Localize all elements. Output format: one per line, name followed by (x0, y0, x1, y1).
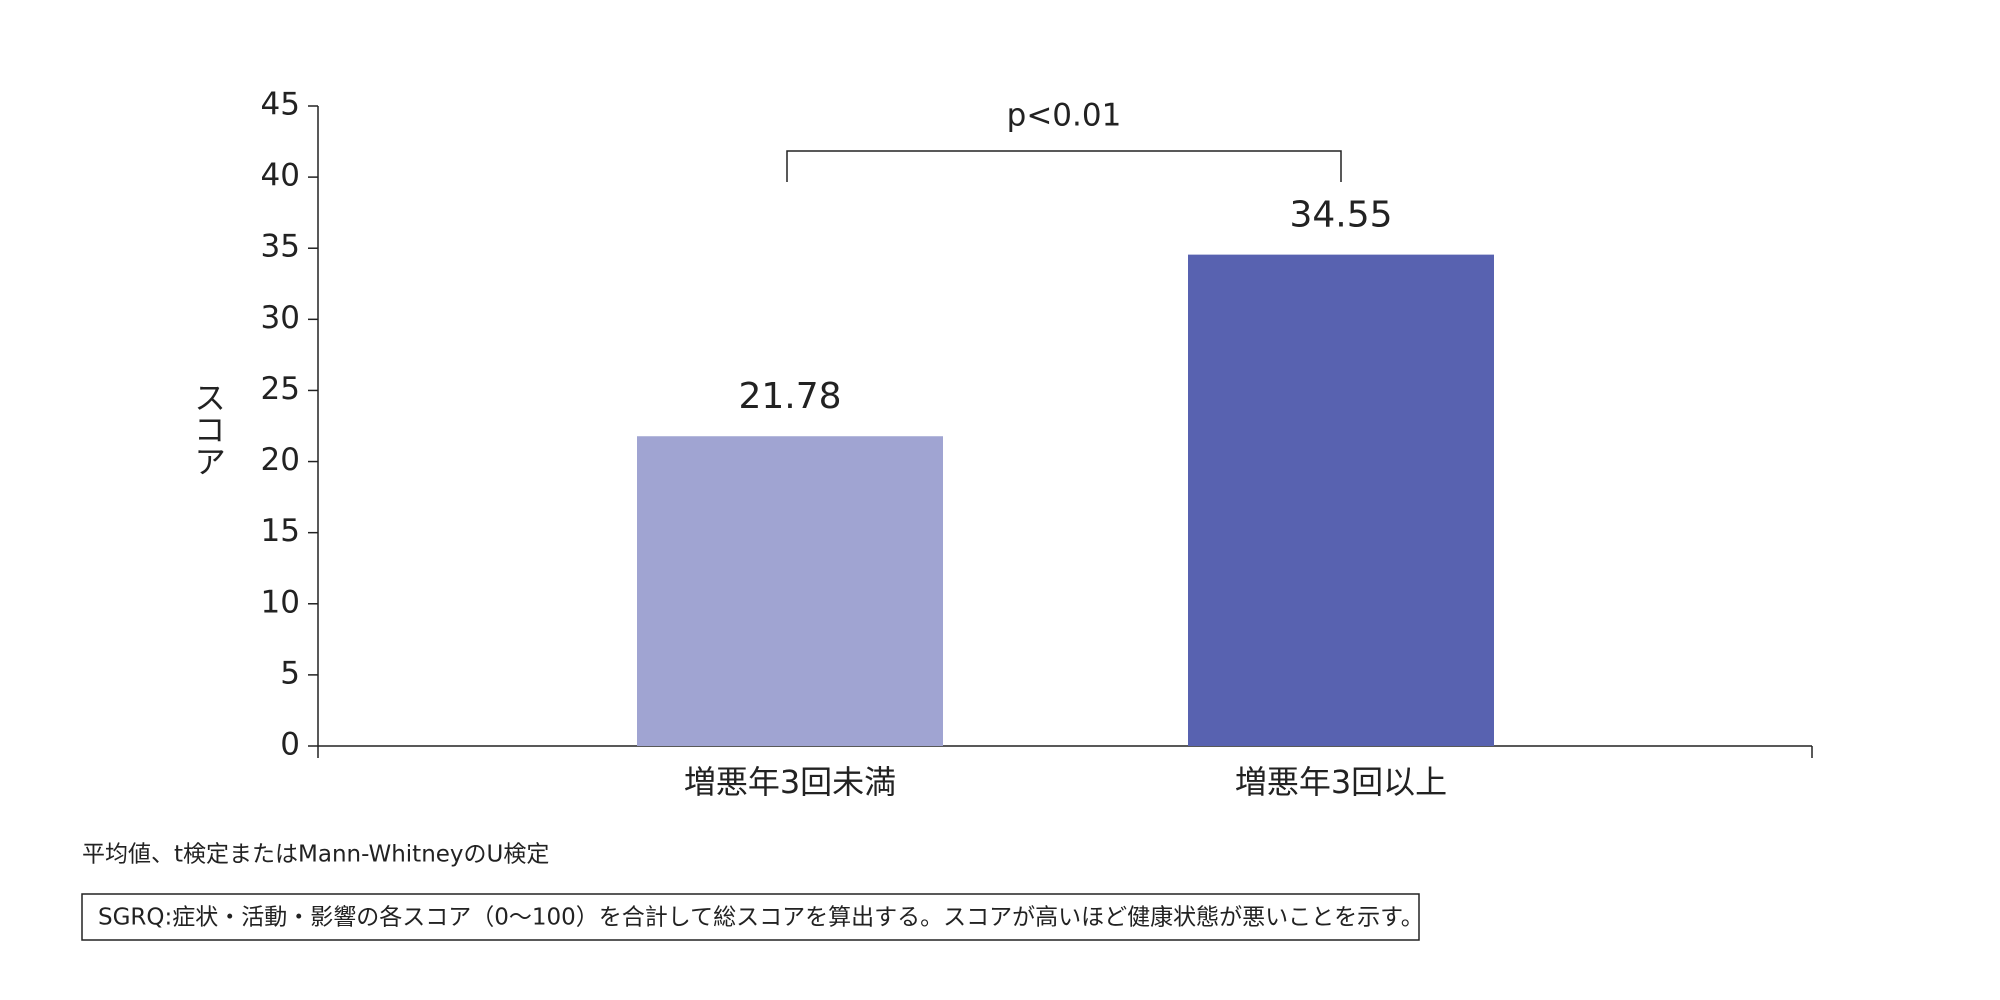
y-axis-label: スコア (189, 381, 227, 477)
method-note: 平均値、t検定またはMann-WhitneyのU検定 (82, 842, 549, 868)
box-note: SGRQ:症状・活動・影響の各スコア（0〜100）を合計して総スコアを算出する。… (98, 905, 1424, 931)
y-tick-label: 40 (261, 158, 300, 194)
y-tick-label: 0 (280, 727, 300, 763)
y-tick-label: 20 (261, 442, 300, 478)
y-tick-label: 25 (261, 371, 300, 407)
x-tick-label: 増悪年3回以上 (1235, 763, 1447, 801)
y-tick-label: 5 (280, 655, 300, 691)
x-tick-label: 増悪年3回未満 (684, 763, 896, 801)
significance-bracket (786, 150, 1342, 182)
note-box (81, 893, 1420, 941)
bar (637, 436, 943, 746)
y-tick-label: 15 (261, 513, 300, 549)
y-tick-label: 30 (261, 300, 300, 336)
value-label: 34.55 (1289, 195, 1392, 236)
y-tick-label: 45 (261, 87, 300, 123)
y-tick-label: 35 (261, 229, 300, 265)
y-tick-label: 10 (261, 584, 300, 620)
value-label: 21.78 (738, 376, 841, 417)
bar (1188, 254, 1494, 746)
significance-label: p<0.01 (1007, 98, 1122, 134)
